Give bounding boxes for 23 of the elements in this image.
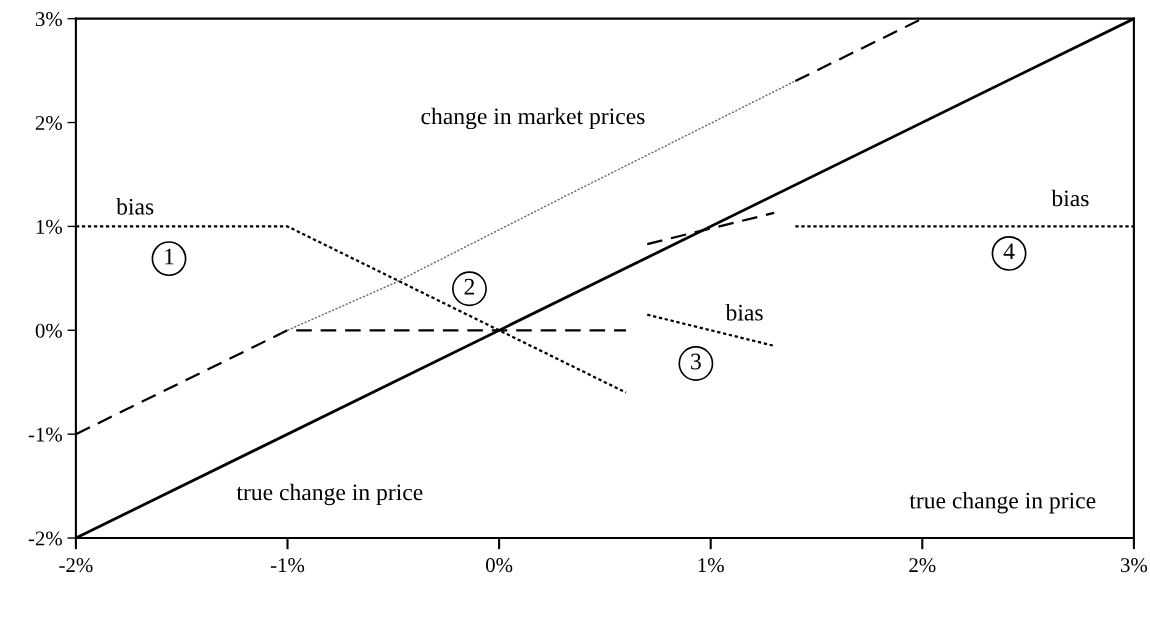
y-tick-label: 1% xyxy=(36,219,62,234)
annotation: 4 xyxy=(1003,243,1015,260)
y-tick-label: 2% xyxy=(35,115,62,131)
y-tick-label: 0% xyxy=(35,323,62,338)
x-tick-label: 3% xyxy=(1121,558,1148,573)
line-series xyxy=(286,80,797,331)
x-tick-label: -1% xyxy=(270,558,305,573)
x-tick-label: 0% xyxy=(486,558,513,573)
annotation: true change in price xyxy=(909,491,1096,514)
x-tick-label: 1% xyxy=(698,558,724,573)
y-tick-label: -2% xyxy=(28,531,62,546)
annotation: bias xyxy=(1051,189,1089,207)
annotation: bias xyxy=(116,198,154,215)
y-tick-label: 3% xyxy=(35,12,62,27)
annotation: 2 xyxy=(464,278,475,295)
annotation: 3 xyxy=(691,353,701,370)
annotation: change in market prices xyxy=(421,107,645,130)
annotation: true change in price xyxy=(236,483,423,506)
annotation: 1 xyxy=(165,248,174,265)
x-tick-label: 2% xyxy=(909,558,936,573)
x-tick-label: -2% xyxy=(59,558,93,573)
y-tick-label: -1% xyxy=(28,427,62,442)
annotation: bias xyxy=(725,303,763,321)
